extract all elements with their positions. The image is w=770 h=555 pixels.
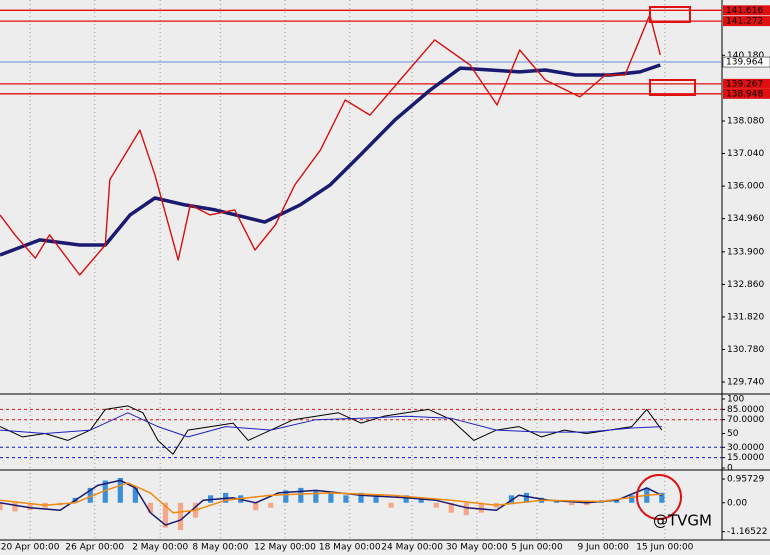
x-tick-label: 8 May 00:00 [192, 543, 248, 553]
x-tick-label: 2 May 00:00 [132, 543, 188, 553]
histogram-bar [102, 480, 108, 503]
histogram-bar [568, 502, 575, 506]
histogram-bar [388, 502, 394, 508]
y-tick-label: 136.000 [727, 182, 764, 192]
y-tick-label: 0.00 [727, 498, 747, 508]
y-tick-label: 137.040 [727, 149, 764, 159]
level-label: 139.267 [726, 79, 763, 89]
histogram-bar [614, 500, 620, 503]
level-label: 141.616 [726, 6, 763, 16]
y-tick-label: 70.0000 [727, 415, 764, 425]
histogram-bar [283, 490, 289, 503]
y-tick-label: 85.0000 [727, 405, 764, 415]
y-tick-label: 134.960 [727, 214, 764, 224]
level-label-bg [723, 88, 770, 99]
level-label-bg [723, 16, 770, 27]
histogram-bar [328, 492, 334, 503]
annotation-circle [636, 474, 682, 520]
histogram-bar [0, 502, 3, 511]
y-tick-label: 129.740 [727, 378, 764, 388]
y-tick-label: 140.180 [727, 51, 764, 61]
annotation-box [649, 6, 691, 23]
y-tick-label: 100 [727, 395, 744, 405]
x-tick-label: 12 May 00:00 [254, 543, 316, 553]
y-tick-label: 0 [727, 464, 733, 474]
y-tick-label: 131.820 [727, 312, 764, 322]
y-tick-label: 132.860 [727, 280, 764, 290]
histogram-bar [27, 502, 33, 511]
x-tick-label: 9 Jun 00:00 [577, 543, 629, 553]
histogram-bar [313, 490, 319, 503]
histogram-bar [343, 495, 349, 503]
price-label: 139.964 [726, 58, 763, 68]
histogram-bar [373, 495, 379, 503]
y-tick-label: 130.780 [727, 345, 764, 355]
x-tick-label: 18 May 00:00 [319, 543, 381, 553]
level-label-bg [723, 5, 770, 16]
level-label: 141.272 [726, 17, 763, 27]
y-tick-label: 0.95729 [727, 475, 764, 485]
series-line [0, 412, 662, 438]
y-tick-label: 50 [727, 429, 739, 439]
x-tick-label: 30 May 00:00 [446, 543, 508, 553]
histogram-bar [253, 502, 259, 511]
level-label: 138.948 [726, 89, 763, 99]
histogram-bar [147, 502, 154, 513]
series-line [0, 14, 661, 276]
y-tick-label: 138.080 [727, 117, 764, 127]
watermark: @TVGM [653, 512, 712, 530]
histogram-bar [523, 492, 530, 503]
histogram-bar [298, 487, 304, 503]
y-tick-label: 15.0000 [727, 453, 764, 463]
x-tick-label: 20 Apr 00:00 [1, 543, 60, 553]
histogram-bar [418, 497, 424, 503]
histogram-bar [87, 487, 93, 503]
histogram-bar [478, 502, 484, 513]
histogram-bar [629, 495, 635, 503]
series-line [0, 63, 661, 257]
histogram-bar [584, 502, 590, 506]
histogram-bar [162, 502, 169, 528]
histogram-bar [132, 487, 138, 503]
level-label-bg [723, 78, 770, 89]
x-tick-label: 26 Apr 00:00 [65, 543, 124, 553]
histogram-bar [403, 495, 409, 503]
x-tick-label: 15 Jun 00:00 [636, 543, 693, 553]
histogram-bar [433, 502, 439, 508]
histogram-bar [117, 477, 123, 503]
histogram-bar [12, 502, 18, 512]
y-tick-label: 133.900 [727, 247, 764, 257]
y-tick-label: -1.16522 [727, 527, 767, 537]
x-tick-label: 5 Jun 00:00 [511, 543, 563, 553]
price-label-bg [722, 56, 770, 68]
histogram-bar [659, 492, 665, 503]
x-tick-label: 24 May 00:00 [381, 543, 443, 553]
y-tick-label: 30.0000 [727, 443, 764, 453]
histogram-bar [268, 502, 274, 508]
histogram-bar [448, 502, 454, 513]
histogram-bar [463, 502, 469, 516]
histogram-bar [358, 492, 364, 503]
series-line [0, 479, 663, 526]
series-line [0, 482, 662, 514]
histogram-bar [177, 502, 184, 531]
histogram-bar [508, 495, 515, 503]
annotation-box [649, 79, 696, 96]
